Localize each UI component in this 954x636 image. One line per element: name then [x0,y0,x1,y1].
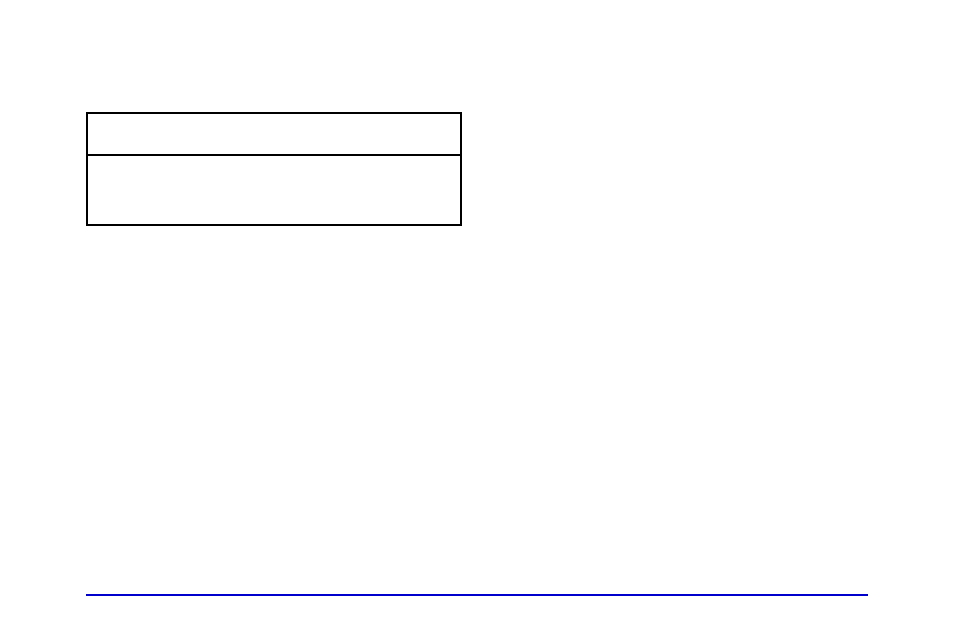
table-row [87,113,461,155]
table-cell [87,113,461,155]
footer-rule [86,594,868,596]
table-cell [87,155,461,225]
table-body [87,113,461,225]
table-row [87,155,461,225]
empty-table [86,112,462,226]
